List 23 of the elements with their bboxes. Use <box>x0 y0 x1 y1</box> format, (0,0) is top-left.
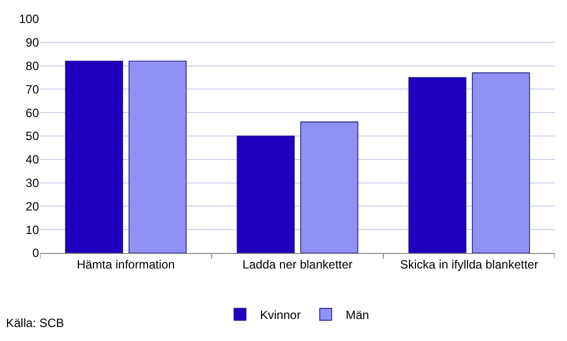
bar <box>128 60 187 253</box>
y-tick-label: 60 <box>26 106 40 120</box>
bar <box>408 77 466 253</box>
text: Källa: SCB <box>6 316 64 330</box>
x-tick-label: Ladda ner blanketter <box>242 257 353 272</box>
y-tick-label: 20 <box>26 199 40 214</box>
legend-label: Kvinnor <box>260 308 301 322</box>
y-tick-label: 100 <box>18 12 40 26</box>
y-tick-label: 40 <box>26 152 40 167</box>
legend-label: Män <box>346 308 370 322</box>
y-tick-label: 30 <box>26 176 40 190</box>
y-tick-label: 10 <box>26 222 40 237</box>
y-tick-label: 90 <box>26 36 40 50</box>
x-tick-label: Skicka in ifyllda blanketter <box>400 257 538 272</box>
bar <box>65 60 124 253</box>
y-tick-label: 70 <box>26 82 40 96</box>
bar <box>236 136 295 253</box>
bar <box>472 72 530 253</box>
y-tick-label: 80 <box>26 59 40 73</box>
y-tick-label: 0 <box>32 246 40 260</box>
bar <box>300 122 358 253</box>
y-tick-label: 50 <box>26 129 40 144</box>
x-tick-label: Hämta information <box>76 257 175 272</box>
